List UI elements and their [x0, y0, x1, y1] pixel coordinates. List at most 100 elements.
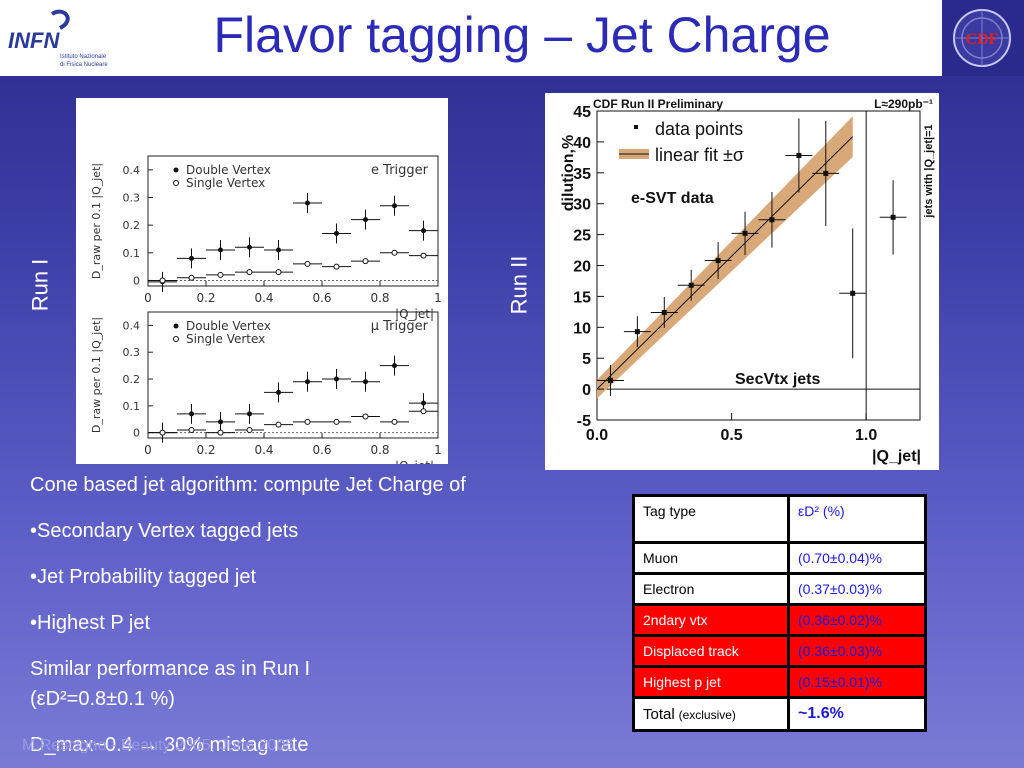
table-total-row: Total (exclusive) ~1.6% [632, 696, 927, 732]
footer-credit: M.Rescigno - Beauty 2005, June 2005 [22, 737, 295, 754]
run1-label: Run I [27, 258, 53, 312]
chart-header-left: CDF Run II Preliminary [593, 97, 723, 111]
legend-marker-double [173, 323, 179, 329]
data-point [421, 400, 426, 406]
data-point [420, 252, 427, 259]
data-point [304, 418, 311, 425]
y-tick-label: 0 [133, 427, 140, 440]
legend-marker-single [173, 336, 179, 342]
run1-plots: 0 0.2 0.4 0.6 0.8 1 0 0.1 0.2 0.3 0.4 |Q_jet| D_raw … [90, 155, 442, 473]
data-point [421, 228, 426, 234]
data-point [769, 217, 775, 223]
data-point [305, 379, 310, 385]
text-bullet-highest-p: •Highest P jet [30, 612, 151, 634]
chart-header-right: L≈290pb⁻¹ [874, 97, 933, 111]
y-tick-label: 0.3 [123, 191, 141, 204]
trigger-label: e Trigger [371, 163, 429, 178]
y-tick-label: 0.4 [123, 319, 141, 332]
data-point [420, 408, 427, 415]
table-row: Electron (0.37±0.03)% [632, 572, 927, 606]
table-header-row: Tag type εD² (%) [632, 494, 927, 544]
data-point [363, 217, 368, 223]
table-cell-type: 2ndary vtx [632, 603, 790, 637]
x-tick-label: 0.2 [196, 443, 215, 457]
data-point [247, 411, 252, 417]
table-cell-value: (0.70±0.04)% [787, 541, 927, 575]
y-tick-label: 15 [573, 289, 591, 306]
y-tick-label: 0.4 [123, 164, 141, 177]
y-tick-label: 40 [573, 135, 591, 152]
data-point [850, 290, 856, 296]
text-bullet-secvtx: •Secondary Vertex tagged jets [30, 520, 299, 542]
infn-logo: INFN Istituto Nazionale di Fisica Nuclea… [8, 9, 108, 68]
plot-frame [147, 155, 439, 287]
y-tick-label: 10 [573, 320, 591, 337]
data-point [742, 230, 748, 236]
legend-single-vertex: Single Vertex [186, 176, 265, 190]
data-point [688, 282, 694, 288]
data-point [305, 200, 310, 206]
data-point [823, 170, 829, 176]
table-header-type: Tag type [632, 494, 790, 544]
y-tick-label: 45 [573, 104, 591, 121]
data-point [661, 309, 667, 315]
data-point [218, 419, 223, 425]
data-point [334, 376, 339, 382]
run2-dilution-chart: -5 0 5 10 15 20 25 30 35 40 45 0.0 0.5 1.0 CDF Run II … [560, 97, 935, 465]
x-tick-label: 0 [144, 443, 152, 457]
x-axis-label: |Q_jet| [395, 307, 434, 321]
x-axis-label: |Q_jet| [395, 459, 434, 464]
x-tick-label: 1 [434, 291, 442, 305]
data-point [391, 249, 398, 256]
legend-data-points: data points [655, 119, 743, 139]
data-point [634, 329, 640, 335]
x-tick-label: 0.6 [312, 291, 331, 305]
x-tick-label: 0.5 [720, 427, 742, 444]
y-tick-label: 35 [573, 166, 591, 183]
data-point [715, 258, 721, 264]
x-tick-label: 0 [144, 291, 152, 305]
data-point [159, 277, 166, 284]
annotation-esvt: e-SVT data [631, 190, 714, 207]
data-point [188, 274, 195, 281]
x-tick-label: 0.8 [370, 443, 389, 457]
table-row: Highest p jet (0.15±0.01)% [632, 665, 927, 699]
table-total-type: Total (exclusive) [632, 696, 790, 732]
table-cell-type: Displaced track [632, 634, 790, 668]
cdf-logo-text: CDF [966, 31, 999, 48]
y-axis-label: D_raw per 0.1 |Q_jet| [90, 317, 103, 433]
y-tick-label: 0.3 [123, 346, 141, 359]
page-title: Flavor tagging – Jet Charge [213, 7, 831, 63]
data-point [188, 426, 195, 433]
trigger-label: μ Trigger [371, 319, 429, 334]
y-tick-label: 0.2 [123, 219, 141, 232]
text-bullet-jetprob: •Jet Probability tagged jet [30, 566, 257, 588]
data-point [159, 429, 166, 436]
table-row: 2ndary vtx (0.36±0.02)% [632, 603, 927, 637]
data-point [189, 411, 194, 417]
legend-marker-double [173, 167, 179, 173]
data-point [392, 363, 397, 369]
table-cell-value: (0.36±0.03)% [787, 634, 927, 668]
x-tick-label: 0.4 [254, 291, 273, 305]
data-point [276, 389, 281, 395]
table-total-label: Total [643, 705, 675, 723]
data-point [391, 418, 398, 425]
cdf-logo: CDF [953, 9, 1011, 67]
data-point [362, 413, 369, 420]
data-point [189, 255, 194, 261]
y-tick-label: 0 [582, 382, 591, 399]
y-axis-label: D_raw per 0.1 |Q_jet| [90, 163, 103, 279]
tagger-table: Tag type εD² (%) Muon (0.70±0.04)% Elect… [632, 494, 927, 732]
infn-logo-sub2: di Fisica Nucleare [60, 62, 108, 68]
table-cell-value: (0.37±0.03)% [787, 572, 927, 606]
table-row: Muon (0.70±0.04)% [632, 541, 927, 575]
x-tick-label: 0.8 [370, 291, 389, 305]
table-header-value: εD² (%) [787, 494, 927, 544]
data-point [392, 203, 397, 209]
data-point [275, 421, 282, 428]
run2-plot-panel: -5 0 5 10 15 20 25 30 35 40 45 0.0 0.5 1.0 CDF Run II … [545, 93, 939, 470]
table-row: Displaced track (0.36±0.03)% [632, 634, 927, 668]
plot-frame [147, 311, 439, 439]
infn-logo-text: INFN [8, 28, 60, 53]
